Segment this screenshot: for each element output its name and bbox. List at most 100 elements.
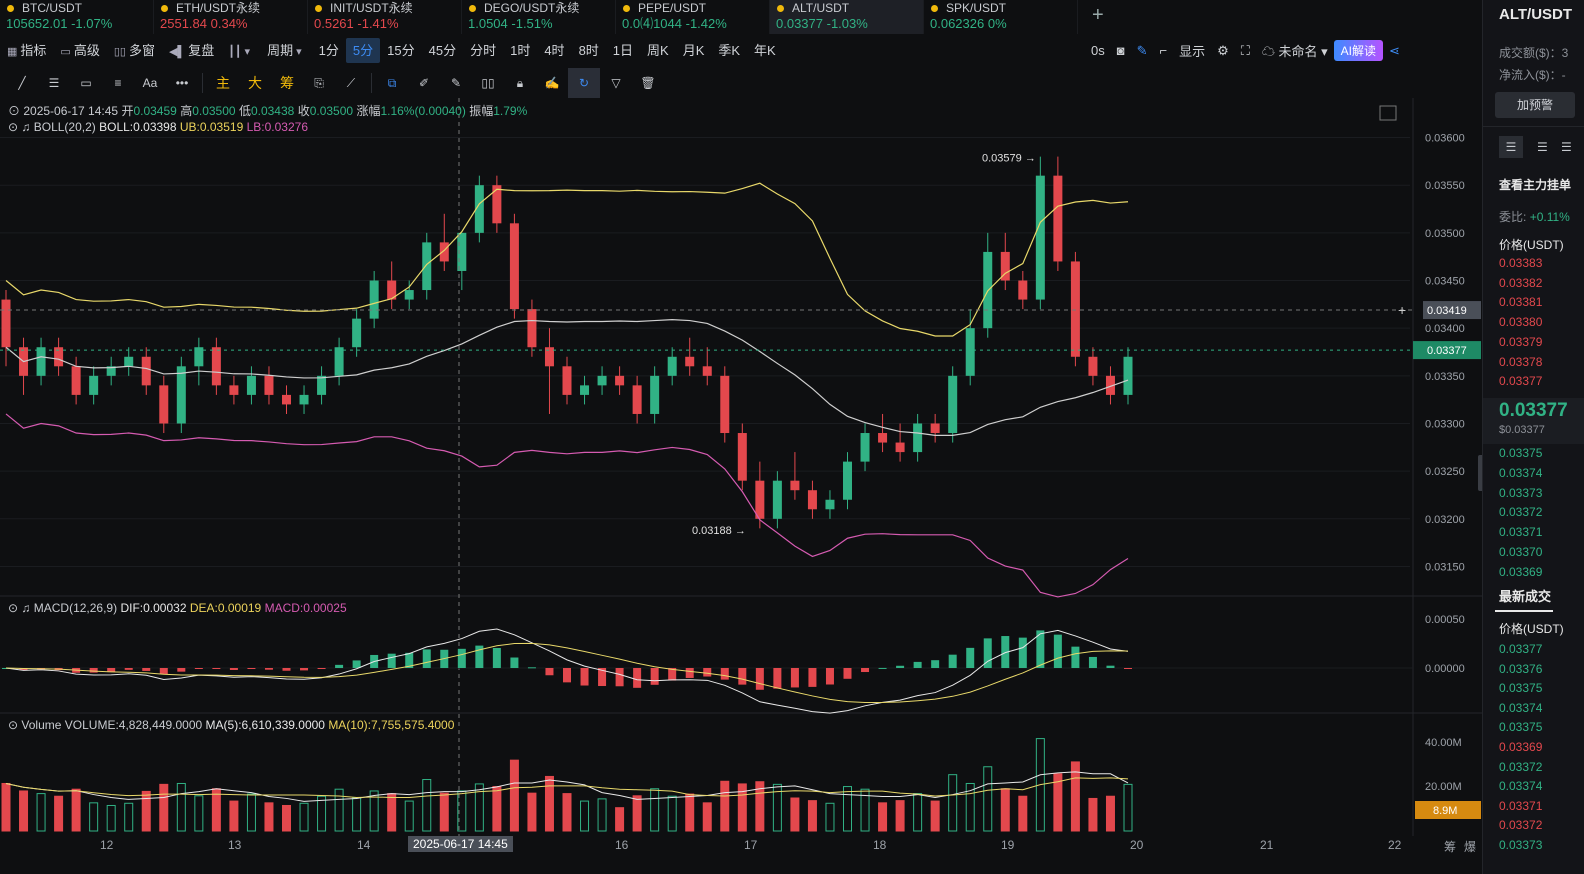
tab-change-value: 0%: [987, 16, 1007, 31]
candle: [965, 328, 975, 376]
orderbook-bids-icon[interactable]: ☰: [1537, 140, 1548, 154]
note-icon[interactable]: ✍: [544, 76, 560, 90]
macd-bar: [124, 668, 133, 670]
interval-12[interactable]: 年K: [754, 43, 776, 58]
tab-change-value: 0.34%: [210, 16, 248, 31]
interval-11[interactable]: 季K: [718, 43, 741, 58]
tab-degousdt[interactable]: DEGO/USDT永续 1.0504 -1.51%: [462, 0, 616, 34]
bid-price[interactable]: 0.03373: [1499, 485, 1543, 500]
boll-legend[interactable]: ⊙ ♫ BOLL(20,2) BOLL:0.03398 UB:0.03519 L…: [8, 120, 308, 134]
bell-icon[interactable]: ⊙ ♫: [8, 120, 31, 134]
fib-tool-icon[interactable]: ≡: [114, 76, 122, 90]
ask-price[interactable]: 0.03378: [1499, 354, 1543, 369]
rectangle-tool-icon[interactable]: ▭: [80, 76, 92, 90]
tab-spkusdt[interactable]: SPK/USDT 0.062326 0%: [924, 0, 1078, 34]
macd-bar: [843, 668, 852, 679]
orderbook-asks-icon[interactable]: ☰: [1561, 140, 1572, 154]
interval-5[interactable]: 1时: [510, 43, 531, 58]
chip-button[interactable]: 筹: [280, 75, 294, 91]
bid-price[interactable]: 0.03371: [1499, 525, 1543, 540]
period-button[interactable]: 周期 ▾: [260, 38, 312, 63]
layout-name-button[interactable]: ☁ 未命名 ▾: [1261, 44, 1328, 59]
liquidation-icon[interactable]: 爆: [1464, 840, 1477, 854]
interval-8[interactable]: 1日: [612, 43, 634, 58]
chip-icon[interactable]: 筹: [1444, 840, 1457, 854]
big-order-button[interactable]: 大: [248, 75, 262, 91]
interval-1[interactable]: 5分: [345, 38, 381, 63]
line-tool-icon[interactable]: ╱: [18, 76, 26, 90]
chart-type-button[interactable]: ┃┃ ▾: [221, 38, 260, 63]
add-tab-button[interactable]: +: [1092, 4, 1104, 26]
volume-legend[interactable]: ⊙ Volume VOLUME:4,828,449.0000 MA(5):6,6…: [8, 718, 454, 732]
candle-compare-icon[interactable]: ▯▯: [481, 76, 495, 90]
interval-3[interactable]: 45分: [428, 43, 457, 58]
macd-bar: [948, 654, 957, 668]
indicator-button[interactable]: ▦ 指标: [0, 38, 53, 63]
share-icon[interactable]: ⋖: [1389, 42, 1400, 58]
maximize-icon[interactable]: [1379, 105, 1397, 121]
ask-price[interactable]: 0.03379: [1499, 334, 1543, 349]
sync-icon[interactable]: ↻: [568, 68, 600, 98]
tab-altusdt[interactable]: ALT/USDT 0.03377 -1.03%: [770, 0, 924, 34]
orderbook-both-icon[interactable]: ☰: [1499, 136, 1523, 158]
bell-icon[interactable]: ⊙ ♫: [8, 601, 31, 615]
display-button[interactable]: 显示: [1179, 44, 1206, 59]
multi-window-button[interactable]: ▯▯ 多窗: [107, 38, 162, 63]
text-tool-button[interactable]: Aa: [142, 76, 158, 90]
bid-price[interactable]: 0.03370: [1499, 545, 1543, 559]
collapse-icon[interactable]: ⊙: [8, 104, 24, 118]
bid-price[interactable]: 0.03372: [1499, 505, 1543, 520]
candle: [720, 375, 730, 434]
ask-price[interactable]: 0.03381: [1499, 295, 1543, 310]
bid-price[interactable]: 0.03369: [1499, 564, 1543, 579]
ruler-icon[interactable]: ⟋: [346, 75, 356, 90]
volume-value: VOLUME:4,828,449.0000: [64, 718, 203, 732]
interval-4[interactable]: 分时: [470, 43, 497, 58]
volume-bar: [1, 782, 11, 832]
more-tools-button[interactable]: •••: [175, 76, 189, 90]
tab-initusdt[interactable]: INIT/USDT永续 0.5261 -1.41%: [308, 0, 462, 34]
plus-icon[interactable]: +: [1398, 302, 1406, 318]
interval-2[interactable]: 15分: [387, 43, 415, 58]
ask-price[interactable]: 0.03382: [1499, 275, 1543, 290]
interval-6[interactable]: 4时: [544, 43, 565, 58]
pen-icon[interactable]: ✎: [1136, 42, 1148, 58]
trash-icon[interactable]: 🗑︎: [640, 76, 656, 90]
ask-price[interactable]: 0.03383: [1499, 256, 1543, 270]
lock-icon[interactable]: 🔒︎: [516, 75, 524, 90]
macd-legend[interactable]: ⊙ ♫ MACD(12,26,9) DIF:0.00032 DEA:0.0001…: [8, 601, 347, 615]
magnet-icon[interactable]: ⧉: [387, 75, 397, 90]
crop-icon[interactable]: ⌐: [1159, 43, 1168, 58]
ai-interpret-button[interactable]: AI解读: [1333, 40, 1383, 61]
eraser-icon[interactable]: ✎: [450, 76, 462, 90]
tab-btcusdt[interactable]: BTC/USDT 105652.01 -1.07%: [0, 0, 154, 34]
camera-icon[interactable]: ◙: [1116, 43, 1125, 58]
interval-0[interactable]: 1分: [318, 43, 339, 58]
volume-bar: [843, 786, 852, 832]
interval-10[interactable]: 月K: [682, 43, 705, 58]
add-alert-button[interactable]: 加预警: [1495, 92, 1575, 118]
interval-9[interactable]: 周K: [647, 43, 669, 58]
tab-ethusdt[interactable]: ETH/USDT永续 2551.84 0.34%: [154, 0, 308, 34]
tab-pepeusdt[interactable]: PEPE/USDT 0.0⑷1044 -1.42%: [616, 0, 770, 34]
kline-chart[interactable]: 0.03600 0.03550 0.03500 0.03450 0.03400 0.033…: [0, 98, 1482, 854]
macd-bar: [983, 638, 992, 668]
bid-price[interactable]: 0.03374: [1499, 465, 1543, 480]
ask-price[interactable]: 0.03380: [1499, 315, 1543, 330]
settings-icon[interactable]: ⚙: [1217, 42, 1229, 58]
horizontal-line-icon[interactable]: ☰: [48, 76, 60, 90]
main-force-button[interactable]: 主: [216, 75, 230, 91]
replay-button[interactable]: ◀▌ 复盘: [162, 38, 221, 63]
ask-price[interactable]: 0.03377: [1499, 374, 1543, 389]
bid-price[interactable]: 0.03375: [1499, 446, 1543, 460]
fullscreen-icon[interactable]: ⛶: [1240, 42, 1250, 58]
indicator-edit-icon[interactable]: ⎘: [314, 75, 324, 90]
scrollbar-handle[interactable]: [1478, 455, 1484, 491]
collapse-icon[interactable]: ⊙: [8, 718, 22, 732]
orderbook-title[interactable]: 查看主力挂单: [1499, 178, 1572, 192]
advanced-button[interactable]: ▭ 高级: [53, 38, 106, 63]
filter-icon[interactable]: ▽: [611, 76, 621, 90]
chart-canvas[interactable]: 0.03600 0.03550 0.03500 0.03450 0.03400 0.033…: [0, 98, 1482, 836]
brush-icon[interactable]: ✐: [418, 76, 430, 90]
interval-7[interactable]: 8时: [578, 43, 599, 58]
